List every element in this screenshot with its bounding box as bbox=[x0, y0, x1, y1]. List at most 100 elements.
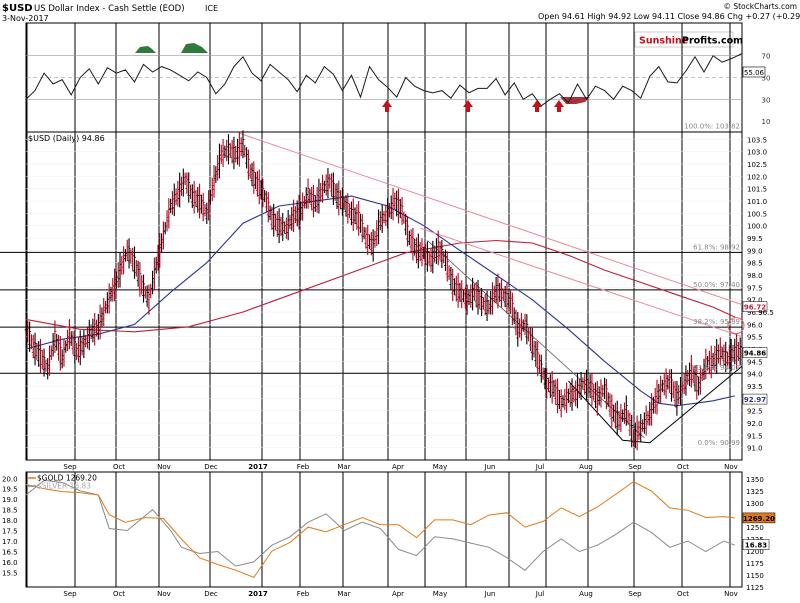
x-tick-label-gold: May bbox=[433, 590, 447, 598]
x-tick-label-price: May bbox=[433, 463, 447, 471]
fibonacci-level-label: 100.0%: 103.82 bbox=[684, 123, 740, 131]
fibonacci-level-label: 50.0%: 97.40 bbox=[693, 281, 740, 289]
x-tick-label-gold: Nov bbox=[157, 590, 171, 598]
gold-y-tick-label: 1150 bbox=[746, 572, 764, 580]
x-tick-label-price: Nov bbox=[157, 463, 171, 471]
price-y-tick-label: 100.0 bbox=[747, 223, 767, 231]
svg-text:$GOLD 1269.20: $GOLD 1269.20 bbox=[37, 474, 97, 483]
x-tick-label-price: Nov bbox=[724, 463, 738, 471]
price-y-tick-label: 102.0 bbox=[747, 173, 767, 181]
rsi-layer bbox=[25, 43, 743, 112]
x-tick-label-gold: Apr bbox=[392, 590, 404, 598]
svg-text:Profits.com: Profits.com bbox=[682, 36, 743, 47]
gold-panel-legend: $GOLD 1269.20 $SILVER 16.83 bbox=[28, 474, 97, 491]
fibonacci-level-label: 0.0%: 90.99 bbox=[698, 439, 740, 447]
silver-y-tick-label: 15.5 bbox=[2, 569, 18, 577]
gold-line bbox=[25, 481, 735, 579]
ma-200-badge bbox=[742, 301, 768, 312]
x-tick-label-gold: 2017 bbox=[248, 590, 268, 598]
axis-label-layer: Sep Sep Oct Oct Nov Nov Dec Dec 2017 2017 Feb Feb Ma… bbox=[2, 53, 776, 598]
svg-text:Sunshine: Sunshine bbox=[639, 36, 688, 47]
grid-layer bbox=[26, 23, 742, 587]
price-y-tick-label: 102.5 bbox=[747, 161, 767, 169]
price-y-tick-label: 91.5 bbox=[747, 432, 763, 440]
price-y-tick-label: 97.5 bbox=[747, 284, 763, 292]
x-tick-label-price: Sep bbox=[628, 463, 642, 471]
header-ohlc: Open 94.61 High 94.92 Low 94.11 Close 94… bbox=[538, 12, 800, 21]
header-exchange: ICE bbox=[205, 4, 218, 13]
silver-y-tick-label: 20.0 bbox=[2, 475, 18, 483]
x-tick-label-price: 2017 bbox=[248, 463, 268, 471]
resistance-value-label: 96.5 bbox=[758, 309, 774, 317]
gold-silver-layer bbox=[25, 479, 735, 579]
gold-y-tick-label: 1250 bbox=[746, 524, 764, 532]
silver-y-tick-label: 17.0 bbox=[2, 538, 18, 546]
rsi-overbought-fill bbox=[135, 46, 156, 53]
price-y-tick-label: 92.5 bbox=[747, 408, 763, 416]
fibonacci-level-label: 23.6%: 94.02 bbox=[693, 364, 740, 372]
gold-y-tick-label: 1175 bbox=[746, 560, 764, 568]
price-layer bbox=[0, 130, 745, 451]
rsi-oversold-arrow-icon bbox=[554, 100, 564, 112]
price-y-tick-label: 92.0 bbox=[747, 420, 763, 428]
silver-y-tick-label: 16.0 bbox=[2, 559, 18, 567]
silver-y-tick-label: 19.5 bbox=[2, 486, 18, 494]
price-panel-frame bbox=[25, 131, 743, 461]
gold-current-label: 1269.20 bbox=[743, 515, 775, 523]
current-price-label: 94.86 bbox=[744, 349, 766, 357]
price-y-tick-label: 98.0 bbox=[747, 272, 763, 280]
header-date: 3-Nov-2017 bbox=[2, 14, 49, 23]
x-tick-label-gold: Nov bbox=[724, 590, 738, 598]
silver-current-badge bbox=[742, 539, 770, 550]
price-y-tick-label: 99.5 bbox=[747, 235, 763, 243]
silver-y-tick-label: 18.5 bbox=[2, 507, 18, 515]
rsi-oversold-arrow-icon bbox=[382, 100, 392, 112]
rsi-y-tick-label: 50 bbox=[762, 75, 771, 83]
silver-line bbox=[25, 479, 735, 571]
rsi-oversold-arrow-icon bbox=[532, 100, 542, 112]
header-ticker: $USD bbox=[2, 3, 33, 14]
fibonacci-level-label: 38.2%: 95.89 bbox=[693, 318, 740, 326]
x-tick-label-gold: Oct bbox=[113, 590, 125, 598]
sunshine-profits-logo: Sunshine Profits.com bbox=[634, 31, 743, 48]
price-y-tick-label: 101.0 bbox=[747, 198, 767, 206]
rsi-line bbox=[25, 53, 743, 107]
price-panel-title: $USD (Daily) 94.86 bbox=[28, 134, 105, 143]
silver-y-tick-label: 16.5 bbox=[2, 548, 18, 556]
resistance-trend-line bbox=[239, 132, 743, 306]
x-tick-label-price: Dec bbox=[204, 463, 218, 471]
header-description: US Dollar Index - Cash Settle (EOD) bbox=[34, 4, 185, 14]
price-y-tick-label: 95.5 bbox=[747, 334, 763, 342]
highlight-circle bbox=[727, 317, 745, 335]
rsi-current-badge bbox=[742, 66, 766, 78]
silver-y-tick-label: 19.0 bbox=[2, 496, 18, 504]
x-tick-label-gold: Jun bbox=[484, 590, 496, 598]
x-tick-label-gold: Feb bbox=[297, 590, 310, 598]
gold-current-badge bbox=[742, 512, 776, 524]
current-price-badge bbox=[742, 347, 768, 358]
price-y-tick-label: 94.5 bbox=[747, 358, 763, 366]
price-y-tick-label: 91.0 bbox=[747, 445, 763, 453]
gold-y-tick-label: 1125 bbox=[746, 584, 764, 592]
price-y-tick-label: 101.5 bbox=[747, 186, 767, 194]
fibonacci-level-label: 61.8%: 98.92 bbox=[693, 243, 740, 251]
ma-200-label: 96.72 bbox=[744, 304, 766, 312]
rsi-oversold-arrow-icon bbox=[463, 100, 473, 112]
price-y-tick-label: 100.5 bbox=[747, 210, 767, 218]
x-tick-label-gold: Mar bbox=[337, 590, 350, 598]
ma-50-label: 92.97 bbox=[744, 396, 766, 404]
rsi-y-tick-label: 70 bbox=[762, 53, 771, 61]
x-tick-label-price: Oct bbox=[113, 463, 125, 471]
x-tick-label-price: Oct bbox=[677, 463, 689, 471]
x-tick-label-gold: Dec bbox=[204, 590, 218, 598]
price-y-tick-label: 99.0 bbox=[747, 247, 763, 255]
gold-panel-frame bbox=[25, 471, 743, 588]
rsi-overbought-fill bbox=[181, 43, 208, 53]
ma-50-line bbox=[25, 195, 735, 407]
price-y-tick-label: 94.0 bbox=[747, 371, 763, 379]
ma-200-line bbox=[25, 239, 736, 333]
price-y-tick-label: 96.5 bbox=[747, 309, 763, 317]
x-tick-label-price: Sep bbox=[63, 463, 77, 471]
price-y-tick-label: 103.0 bbox=[747, 149, 767, 157]
